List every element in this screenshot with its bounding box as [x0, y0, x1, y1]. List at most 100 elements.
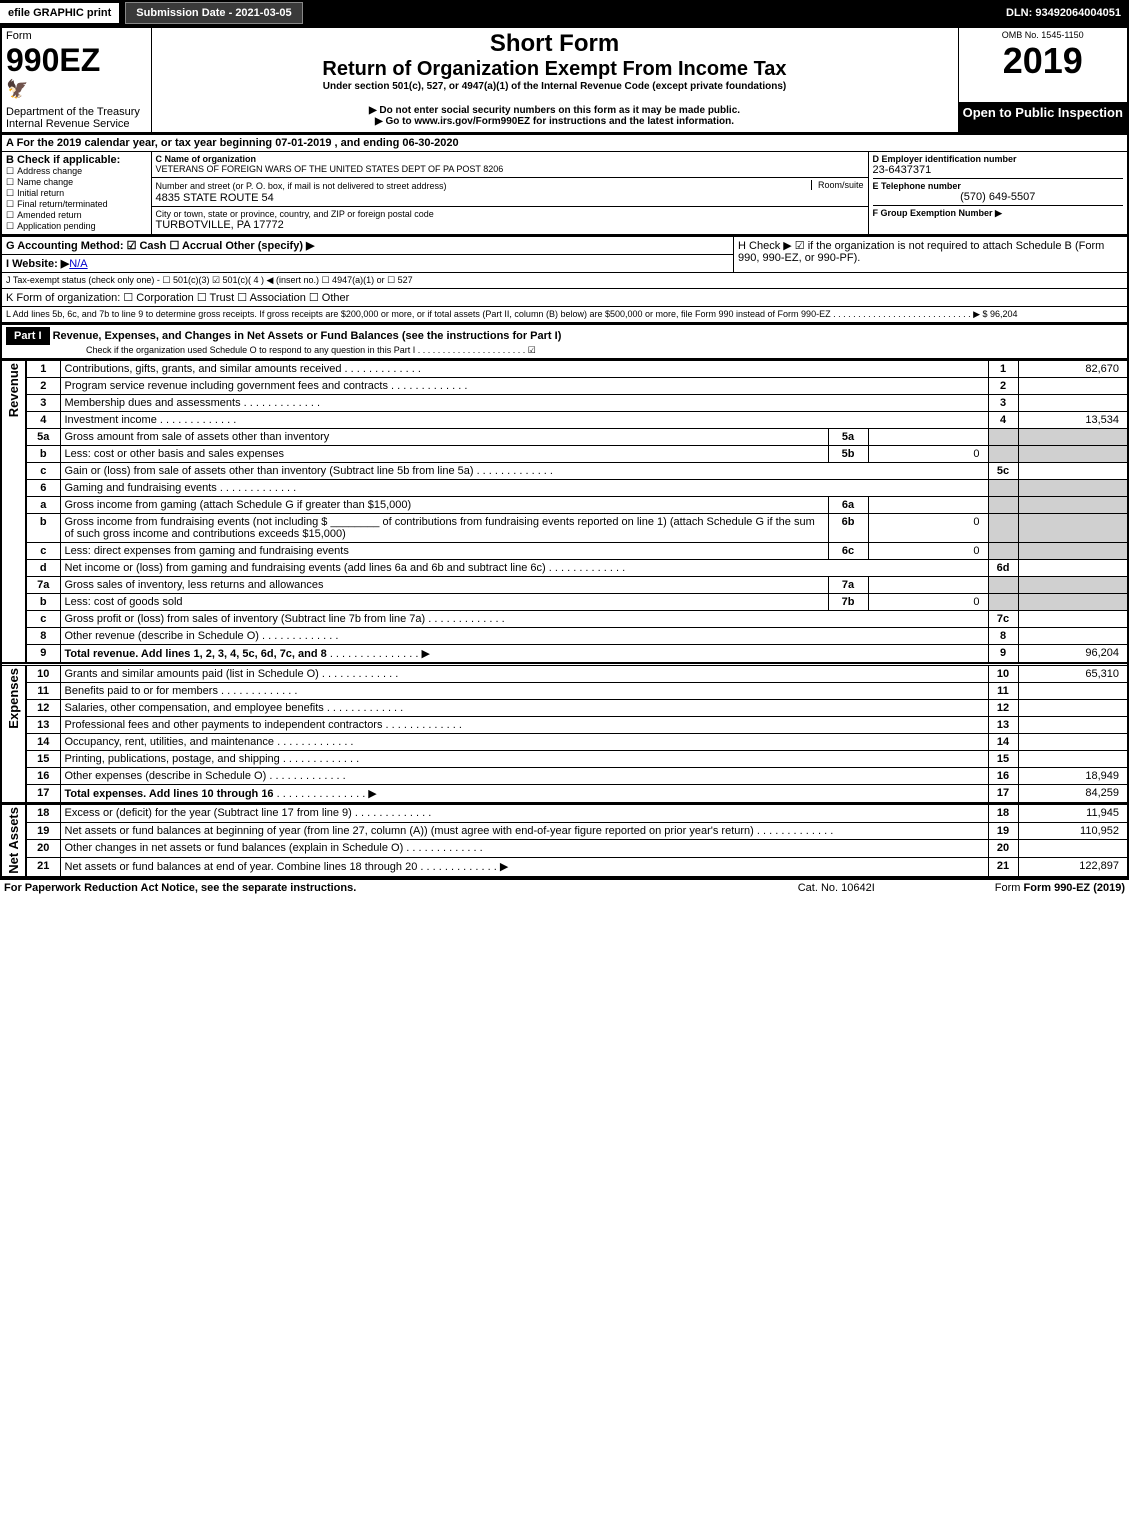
- line-amount: 84,259: [1018, 784, 1128, 803]
- form-line-row: aGross income from gaming (attach Schedu…: [1, 497, 1128, 514]
- line-text: Membership dues and assessments . . . . …: [60, 395, 988, 412]
- goto-link[interactable]: ▶ Go to www.irs.gov/Form990EZ for instru…: [156, 116, 954, 127]
- line-text: Investment income . . . . . . . . . . . …: [60, 412, 988, 429]
- d-label: D Employer identification number: [873, 154, 1124, 164]
- section-c-name: C Name of organization VETERANS OF FOREI…: [151, 152, 868, 178]
- form-line-row: 2Program service revenue including gover…: [1, 378, 1128, 395]
- instructions-cell: ▶ Do not enter social security numbers o…: [151, 103, 958, 133]
- line-text: Printing, publications, postage, and shi…: [60, 750, 988, 767]
- c-label: C Name of organization: [156, 154, 864, 164]
- sub-line-amt: 0: [868, 543, 988, 560]
- section-g-l: G Accounting Method: ☑ Cash ☐ Accrual Ot…: [0, 236, 1129, 324]
- part1-check: Check if the organization used Schedule …: [6, 345, 1123, 356]
- sub-line-amt: [868, 577, 988, 594]
- line-number: d: [26, 560, 60, 577]
- line-number: c: [26, 543, 60, 560]
- form-line-row: Revenue1Contributions, gifts, grants, an…: [1, 361, 1128, 378]
- line-number: 12: [26, 699, 60, 716]
- line-result-num: 17: [988, 784, 1018, 803]
- line-text: Other expenses (describe in Schedule O) …: [60, 767, 988, 784]
- form-line-row: Net Assets18Excess or (deficit) for the …: [1, 805, 1128, 823]
- line-text: Other changes in net assets or fund bala…: [60, 840, 988, 858]
- city-label: City or town, state or province, country…: [156, 209, 864, 219]
- form-line-row: bGross income from fundraising events (n…: [1, 514, 1128, 543]
- line-number: 11: [26, 682, 60, 699]
- form-line-row: 21Net assets or fund balances at end of …: [1, 857, 1128, 876]
- b-opt-5[interactable]: Application pending: [6, 221, 147, 232]
- omb-year-cell: OMB No. 1545-1150 2019: [958, 27, 1128, 103]
- line-text: Gain or (loss) from sale of assets other…: [60, 463, 988, 480]
- line-result-num: 1: [988, 361, 1018, 378]
- line-amount: [1018, 750, 1128, 767]
- line-text: Total revenue. Add lines 1, 2, 3, 4, 5c,…: [60, 645, 988, 664]
- form-word: Form: [6, 30, 147, 42]
- line-text: Contributions, gifts, grants, and simila…: [60, 361, 988, 378]
- section-c-addr: Number and street (or P. O. box, if mail…: [151, 177, 868, 207]
- line-text: Less: cost of goods sold: [60, 594, 828, 611]
- b-opt-3[interactable]: Final return/terminated: [6, 199, 147, 210]
- line-text: Gaming and fundraising events . . . . . …: [60, 480, 988, 497]
- line-text: Grants and similar amounts paid (list in…: [60, 665, 988, 682]
- dln-label: DLN: 93492064004051: [1006, 7, 1129, 19]
- gray-cell: [1018, 577, 1128, 594]
- section-side-label: Expenses: [1, 665, 26, 803]
- b-opt-2[interactable]: Initial return: [6, 188, 147, 199]
- gray-cell: [988, 577, 1018, 594]
- omb-number: OMB No. 1545-1150: [963, 30, 1124, 40]
- line-result-num: 15: [988, 750, 1018, 767]
- line-number: 20: [26, 840, 60, 858]
- line-h: H Check ▶ ☑ if the organization is not r…: [734, 237, 1128, 273]
- website-value[interactable]: N/A: [69, 258, 87, 270]
- phone-value: (570) 649-5507: [873, 191, 1124, 203]
- sub-line-num: 7b: [828, 594, 868, 611]
- b-opt-4[interactable]: Amended return: [6, 210, 147, 221]
- form-line-row: cLess: direct expenses from gaming and f…: [1, 543, 1128, 560]
- tax-year: 2019: [963, 40, 1124, 82]
- line-number: 14: [26, 733, 60, 750]
- line-result-num: 12: [988, 699, 1018, 716]
- line-amount: [1018, 628, 1128, 645]
- line-number: 21: [26, 857, 60, 876]
- line-amount: 18,949: [1018, 767, 1128, 784]
- form-line-row: 20Other changes in net assets or fund ba…: [1, 840, 1128, 858]
- ssn-warning: ▶ Do not enter social security numbers o…: [156, 105, 954, 116]
- gray-cell: [1018, 497, 1128, 514]
- org-name: VETERANS OF FOREIGN WARS OF THE UNITED S…: [156, 164, 864, 174]
- lines-table: Revenue1Contributions, gifts, grants, an…: [0, 360, 1129, 878]
- line-number: 16: [26, 767, 60, 784]
- short-form-title: Short Form: [156, 30, 954, 58]
- b-opt-1[interactable]: Name change: [6, 177, 147, 188]
- line-amount: 122,897: [1018, 857, 1128, 876]
- city-value: TURBOTVILLE, PA 17772: [156, 219, 864, 231]
- line-text: Other revenue (describe in Schedule O) .…: [60, 628, 988, 645]
- line-amount: [1018, 682, 1128, 699]
- line-number: 6: [26, 480, 60, 497]
- line-amount: [1018, 733, 1128, 750]
- line-number: 9: [26, 645, 60, 664]
- line-text: Program service revenue including govern…: [60, 378, 988, 395]
- line-number: 19: [26, 822, 60, 840]
- line-g: G Accounting Method: ☑ Cash ☐ Accrual Ot…: [1, 237, 734, 255]
- line-number: 8: [26, 628, 60, 645]
- efile-label[interactable]: efile GRAPHIC print: [0, 3, 119, 23]
- form-line-row: 5aGross amount from sale of assets other…: [1, 429, 1128, 446]
- footer-left: For Paperwork Reduction Act Notice, see …: [4, 882, 356, 894]
- form-line-row: 7aGross sales of inventory, less returns…: [1, 577, 1128, 594]
- sub-line-num: 6c: [828, 543, 868, 560]
- form-line-row: 19Net assets or fund balances at beginni…: [1, 822, 1128, 840]
- footer-cat: Cat. No. 10642I: [798, 882, 875, 894]
- b-label: B Check if applicable:: [6, 154, 147, 166]
- line-result-num: 3: [988, 395, 1018, 412]
- line-a: A For the 2019 calendar year, or tax yea…: [1, 135, 1128, 152]
- line-number: 4: [26, 412, 60, 429]
- line-amount: [1018, 560, 1128, 577]
- line-result-num: 20: [988, 840, 1018, 858]
- form-line-row: Expenses10Grants and similar amounts pai…: [1, 665, 1128, 682]
- line-result-num: 18: [988, 805, 1018, 823]
- form-line-row: 15Printing, publications, postage, and s…: [1, 750, 1128, 767]
- irs-eagle-icon: 🦅: [6, 79, 147, 100]
- gray-cell: [988, 429, 1018, 446]
- b-opt-0[interactable]: Address change: [6, 166, 147, 177]
- line-result-num: 19: [988, 822, 1018, 840]
- section-b: B Check if applicable: Address change Na…: [1, 152, 151, 236]
